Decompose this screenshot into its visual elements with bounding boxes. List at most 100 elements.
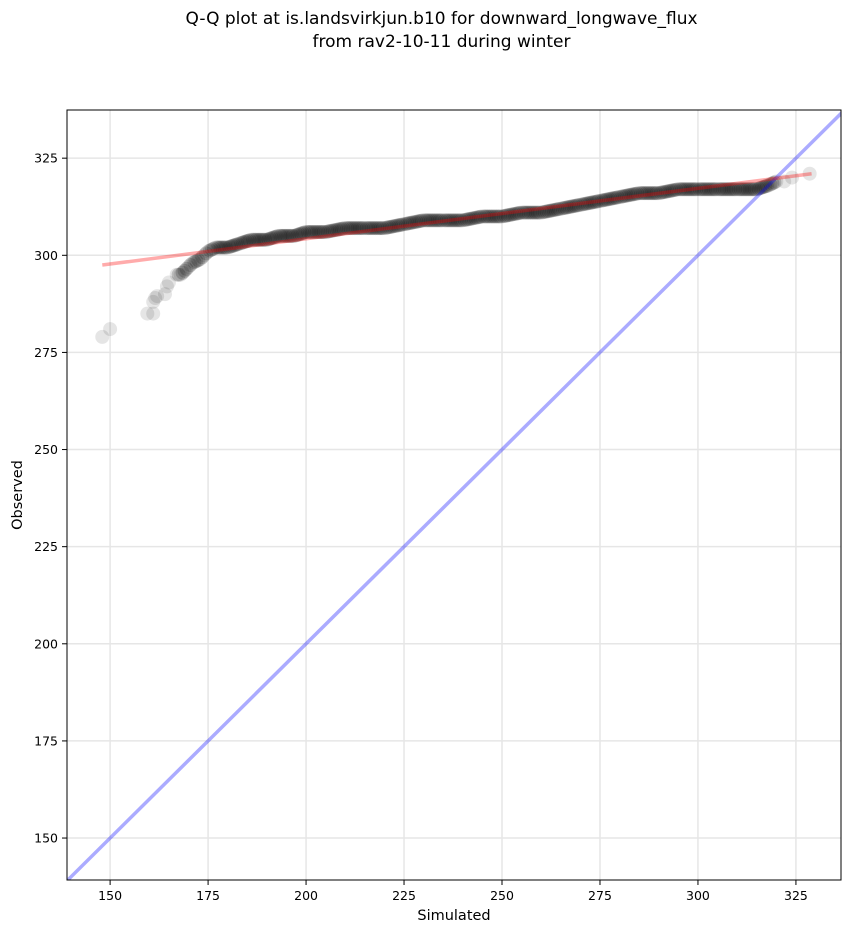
data-point-density [215,240,230,255]
data-point-density [507,206,522,221]
data-point-density [304,224,319,239]
grid [67,110,841,880]
data-point-density [247,232,262,247]
data-point-density [715,182,730,197]
x-tick-label: 225 [392,888,416,903]
data-point [802,166,817,181]
data-point-density [600,192,615,207]
data-point-density [282,228,297,243]
data-point-density [175,265,190,280]
data-point-density [438,213,453,228]
data-point-density [511,206,526,221]
data-point [534,205,549,220]
data-point-density [740,182,755,197]
data-point-density [280,228,295,243]
data-point [103,322,118,337]
data-point-density [528,205,543,220]
data-point-density [466,211,481,226]
data-point-density [646,186,661,201]
data-point-density [266,230,281,245]
data-point-density [580,196,595,211]
data-point-density [413,214,428,229]
data-point-density [759,178,774,193]
data-point-density [275,228,290,243]
data-point-density [457,212,472,227]
data-point-density [222,239,237,254]
data-point-density [389,218,404,233]
data-point-density [427,213,442,228]
data-point [377,221,392,236]
data-point [173,267,188,282]
x-tick-label: 175 [196,888,220,903]
data-point-density [329,222,344,237]
ticks: 150 175 200 225 250 275 300 325 150 175 200 225 250 2… [34,151,808,903]
data-point [140,306,155,321]
data-point-density [384,219,399,234]
data-point-density [239,234,254,249]
data-point-density [747,182,762,197]
data-point [232,236,247,251]
data-point-density [641,186,656,201]
data-point-density [689,182,704,197]
data-point-density [388,218,403,233]
data-point-density [598,192,613,207]
data-point [338,221,353,236]
data-point-density [395,217,410,232]
data-point-density [559,200,574,215]
data-point-density [539,204,554,219]
data-point-density [655,185,670,200]
data-point-density [375,221,390,236]
data-point-density [692,182,707,197]
data-point-density [432,213,447,228]
data-point-density [754,180,769,195]
data-point-density [292,227,307,242]
data-point-density [414,213,429,228]
data-point-density [381,220,396,235]
data-point-density [532,205,547,220]
data-point-density [568,198,583,213]
data-point-density [616,189,631,204]
data-point-density [706,182,721,197]
data-point-density [258,232,273,247]
data-point [193,252,208,267]
data-point [95,329,110,344]
data-point-density [263,231,278,246]
data-point-density [283,228,298,243]
x-axis-label: Simulated [417,908,490,924]
data-point-density [354,221,369,236]
data-point-density [400,216,415,231]
data-point-density [648,186,663,201]
data-point-density [701,182,716,197]
data-point-density [714,182,729,197]
data-point-density [596,193,611,208]
data-point [397,217,412,232]
data-point-density [535,205,550,220]
x-tick-label: 250 [490,888,514,903]
data-point-density [489,209,504,224]
data-point-density [607,191,622,206]
data-point-density [191,253,206,268]
data-point-density [345,221,360,236]
data-point-density [591,194,606,209]
data-point [777,174,792,189]
data-point [749,182,764,197]
data-point-density [493,209,508,224]
data-point-density [234,236,249,251]
data-point-density [402,216,417,231]
y-tick-label: 150 [34,831,58,846]
y-tick-label: 225 [34,539,58,554]
data-point [495,209,510,224]
data-point-density [364,221,379,236]
data-point-density [630,186,645,201]
data-point-density [543,203,558,218]
data-point-density [521,205,536,220]
data-point-density [210,240,225,255]
data-point-density [498,208,513,223]
data-point-density [667,182,682,197]
data-point [185,256,200,271]
data-point-density [541,204,556,219]
data-point-density [763,177,778,192]
data-point-density [290,227,305,242]
data-point-density [605,191,620,206]
